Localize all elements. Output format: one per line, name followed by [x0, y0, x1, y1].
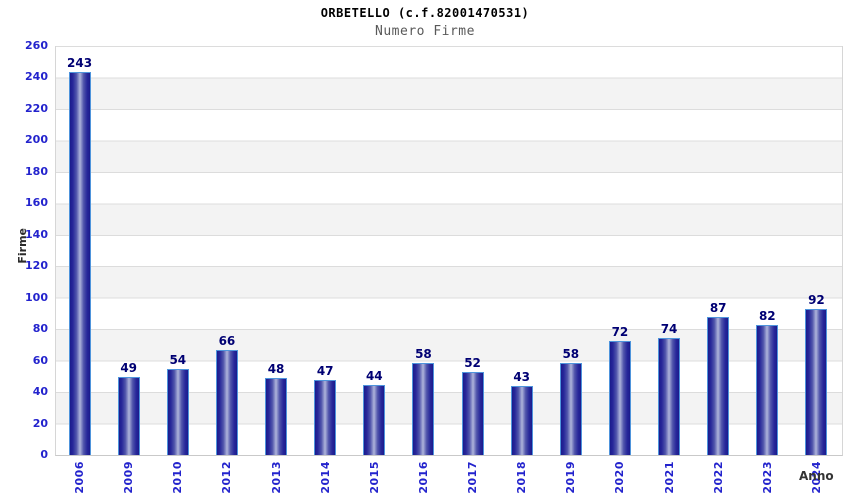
bar[interactable] — [363, 385, 386, 455]
y-tick-label: 80 — [32, 322, 48, 336]
x-tick: 2012 — [202, 461, 251, 500]
y-tick-label: 200 — [25, 133, 48, 147]
y-tick-label: 220 — [25, 101, 48, 115]
bar[interactable] — [314, 380, 337, 455]
bar-slot: 66 — [202, 46, 251, 455]
bar-slot: 82 — [743, 46, 792, 455]
x-tick: 2015 — [350, 461, 399, 500]
bars-container: 243 49 54 66 48 47 44 58 52 43 58 72 74 87 82 92 — [55, 46, 841, 455]
x-axis: 2006 2009 2010 2012 2013 2014 2015 2016 2017 2018… — [55, 461, 841, 500]
bar-value-label: 43 — [513, 370, 531, 384]
x-tick-label: 2021 — [662, 461, 676, 494]
x-axis-title: Anno — [799, 469, 834, 483]
x-tick: 2017 — [448, 461, 497, 500]
x-tick-label: 2014 — [318, 461, 332, 494]
bar-slot: 58 — [399, 46, 448, 455]
y-tick-label: 160 — [25, 196, 48, 210]
x-tick: 2006 — [55, 461, 104, 500]
x-tick-label: 2006 — [73, 461, 87, 494]
x-tick-label: 2013 — [269, 461, 283, 494]
bar-slot: 48 — [252, 46, 301, 455]
bar-value-label: 54 — [169, 353, 187, 367]
y-tick-label: 240 — [25, 70, 48, 84]
chart-title: ORBETELLO (c.f.82001470531) — [320, 6, 530, 20]
bar-value-label: 92 — [808, 293, 825, 307]
y-tick-label: 20 — [32, 416, 48, 430]
bar[interactable] — [166, 369, 189, 455]
bar-value-label: 58 — [562, 347, 580, 361]
bar[interactable] — [215, 350, 238, 455]
x-tick-label: 2023 — [760, 461, 774, 494]
bar-slot: 72 — [595, 46, 644, 455]
x-tick-label: 2009 — [122, 461, 136, 494]
x-tick: 2021 — [645, 461, 694, 500]
bar-value-label: 87 — [709, 301, 727, 315]
x-tick: 2019 — [546, 461, 595, 500]
bar-value-label: 58 — [415, 347, 432, 361]
x-tick-label: 2015 — [367, 461, 381, 494]
bar-value-label: 49 — [120, 361, 138, 375]
y-tick-label: 60 — [32, 353, 48, 367]
y-tick-label: 40 — [32, 385, 48, 399]
bar-value-label: 72 — [611, 325, 629, 339]
bar[interactable] — [510, 386, 533, 455]
bar-value-label: 47 — [316, 364, 334, 378]
bar-value-label: 44 — [365, 369, 383, 383]
bar[interactable] — [756, 325, 779, 455]
x-tick: 2018 — [497, 461, 546, 500]
y-tick-label: 140 — [25, 227, 48, 241]
bar[interactable] — [461, 372, 484, 455]
bar-slot: 92 — [792, 46, 841, 455]
bar-slot: 54 — [153, 46, 202, 455]
y-tick-label: 100 — [25, 290, 48, 304]
y-tick-label: 0 — [40, 448, 48, 461]
x-tick-label: 2020 — [613, 461, 627, 494]
x-tick-label: 2010 — [171, 461, 185, 494]
bar-value-label: 66 — [218, 334, 236, 348]
bar-value-label: 74 — [660, 322, 678, 336]
x-tick: 2022 — [694, 461, 743, 500]
x-tick: 2013 — [252, 461, 301, 500]
bar-slot: 58 — [546, 46, 595, 455]
bar-slot: 243 — [55, 46, 104, 455]
bar[interactable] — [117, 377, 140, 455]
bar-slot: 47 — [301, 46, 350, 455]
bar[interactable] — [559, 363, 582, 455]
y-tick-label: 260 — [25, 39, 48, 52]
x-tick-label: 2018 — [515, 461, 529, 494]
x-tick: 2009 — [104, 461, 153, 500]
x-tick-label: 2022 — [711, 461, 725, 494]
x-tick-label: 2017 — [466, 461, 480, 494]
x-tick: 2014 — [301, 461, 350, 500]
bar-slot: 43 — [497, 46, 546, 455]
bar[interactable] — [707, 317, 730, 455]
bar[interactable] — [805, 309, 828, 455]
x-tick: 2010 — [153, 461, 202, 500]
chart-subtitle: Numero Firme — [375, 24, 475, 39]
bar-slot: 87 — [694, 46, 743, 455]
y-tick-label: 120 — [25, 259, 48, 273]
bar-value-label: 82 — [758, 309, 776, 323]
y-axis-title: Firme — [16, 228, 29, 264]
bar[interactable] — [68, 72, 91, 455]
x-tick: 2016 — [399, 461, 448, 500]
bar[interactable] — [412, 363, 435, 455]
bar-slot: 74 — [645, 46, 694, 455]
bar[interactable] — [265, 378, 288, 455]
bar-slot: 52 — [448, 46, 497, 455]
bar-value-label: 48 — [267, 362, 285, 376]
bar-slot: 49 — [104, 46, 153, 455]
bar[interactable] — [658, 338, 681, 455]
x-tick: 2020 — [595, 461, 644, 500]
bar-value-label: 52 — [464, 356, 481, 370]
x-tick-label: 2012 — [220, 461, 234, 494]
bar[interactable] — [608, 341, 631, 455]
bar-slot: 44 — [350, 46, 399, 455]
bar-value-label: 243 — [67, 56, 93, 70]
x-tick-label: 2016 — [416, 461, 430, 494]
x-tick-label: 2019 — [564, 461, 578, 494]
y-tick-label: 180 — [25, 164, 48, 178]
x-tick: 2023 — [743, 461, 792, 500]
